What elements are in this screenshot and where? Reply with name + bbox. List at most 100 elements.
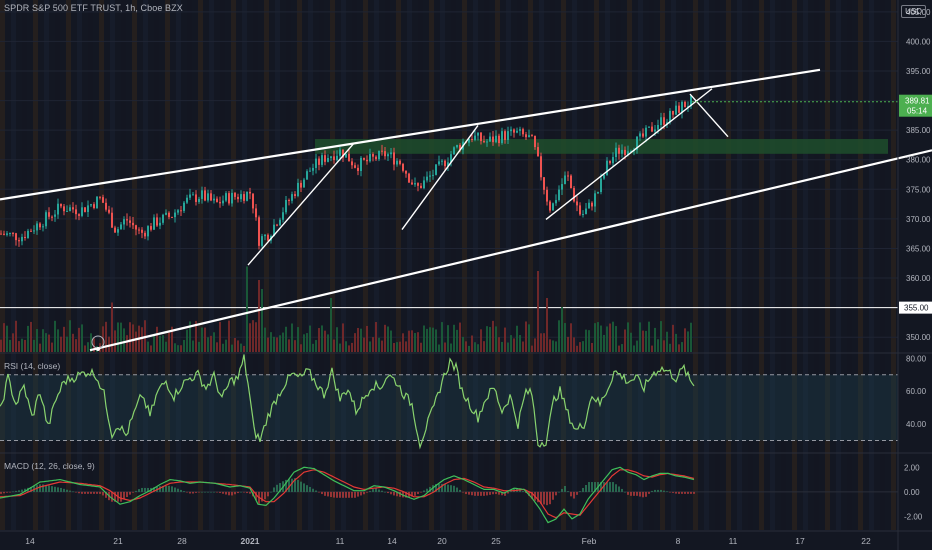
volume-bar: [18, 341, 20, 352]
candle-body: [18, 240, 20, 242]
session-stripe: [561, 0, 566, 530]
candle-body: [123, 219, 125, 225]
macd-histogram-bar: [642, 491, 644, 498]
volume-bar: [93, 338, 95, 352]
volume-bar: [390, 330, 392, 352]
volume-bar: [168, 332, 170, 352]
macd-histogram-bar: [657, 489, 659, 492]
volume-bar: [225, 339, 227, 352]
candle-body: [249, 191, 251, 194]
volume-bar: [435, 329, 437, 352]
macd-histogram-bar: [24, 488, 26, 492]
candle-body: [519, 129, 521, 131]
trendlines[interactable]: [0, 68, 932, 352]
time-tick-label: 22: [861, 536, 871, 546]
macd-histogram-bar: [60, 487, 62, 492]
volume-bar: [108, 336, 110, 352]
time-tick-label: 11: [336, 536, 345, 546]
candle-body: [24, 236, 26, 238]
candle-body: [210, 193, 212, 201]
macd-histogram-bar: [399, 491, 401, 497]
macd-histogram-bar: [15, 490, 17, 492]
macd-histogram-bar: [540, 491, 542, 504]
session-stripe: [187, 0, 192, 530]
volume-bar: [687, 331, 689, 352]
volume-bar: [357, 327, 359, 352]
volume-bar: [510, 335, 512, 352]
volume-bar: [513, 338, 515, 352]
volume-bar: [354, 333, 356, 352]
volume-bar: [420, 342, 422, 352]
volume-bar: [213, 332, 215, 352]
candle-body: [60, 203, 62, 207]
candle-body: [573, 188, 575, 202]
candle-body: [57, 203, 59, 215]
volume-bar: [303, 334, 305, 352]
candle-body: [411, 182, 413, 185]
volume-bar: [78, 327, 80, 352]
candle-body: [483, 141, 485, 143]
candle-body: [621, 149, 623, 154]
volume-bar: [285, 326, 287, 352]
macd-histogram-bar: [543, 491, 545, 505]
volume-bar: [405, 341, 407, 352]
macd-histogram-bar: [315, 490, 317, 492]
macd-histogram-bar: [75, 491, 77, 493]
macd-histogram-bar: [645, 491, 647, 497]
macd-histogram-bar: [159, 486, 161, 492]
candle-body: [672, 110, 674, 115]
volume-bar: [516, 325, 518, 352]
session-stripe: [22, 0, 27, 530]
macd-histogram-bar: [603, 482, 605, 492]
macd-histogram-bar: [585, 485, 587, 492]
volume-bar: [537, 271, 539, 352]
volume-bar: [36, 329, 38, 352]
candle-body: [504, 131, 506, 140]
macd-panel: [0, 466, 898, 524]
session-stripe: [693, 0, 698, 530]
volume-bar: [336, 327, 338, 352]
candle-body: [351, 161, 353, 166]
volume-bar: [645, 330, 647, 352]
session-stripe: [121, 0, 126, 530]
candle-body: [447, 162, 449, 167]
candle-body: [84, 207, 86, 212]
candle-body: [687, 106, 689, 108]
volume-bar: [162, 335, 164, 352]
macd-histogram-bar: [243, 491, 245, 493]
volume-bar: [186, 329, 188, 352]
macd-histogram-bar: [468, 491, 470, 495]
volume-bar: [414, 332, 416, 352]
candle-body: [498, 135, 500, 144]
price-tick-label: 380.00: [906, 156, 931, 165]
volume-bar: [456, 329, 458, 352]
candle-body: [252, 193, 254, 209]
time-tick-label: 14: [387, 536, 397, 546]
session-stripe: [682, 0, 687, 530]
candle-body: [369, 154, 371, 162]
session-stripe: [726, 0, 731, 530]
candle-body: [660, 117, 662, 126]
time-tick-label: 28: [177, 536, 187, 546]
candle-body: [147, 226, 149, 237]
candle-body: [663, 117, 665, 125]
volume-bar: [180, 345, 182, 352]
candle-body: [279, 219, 281, 226]
macd-histogram-bar: [495, 491, 497, 495]
volume-bar: [387, 326, 389, 352]
macd-histogram-bar: [153, 487, 155, 492]
volume-bar: [240, 343, 242, 352]
candle-body: [240, 194, 242, 200]
currency-button[interactable]: USD: [901, 5, 926, 18]
candle-body: [234, 192, 236, 197]
volume-bar: [228, 320, 230, 352]
candle-body: [468, 138, 470, 143]
macd-histogram-bar: [105, 491, 107, 498]
volume-bar: [426, 328, 428, 352]
volume-bar: [579, 342, 581, 352]
volume-bar: [408, 330, 410, 352]
volume-bar: [561, 307, 563, 352]
candle-body: [288, 200, 290, 202]
candle-body: [669, 110, 671, 123]
